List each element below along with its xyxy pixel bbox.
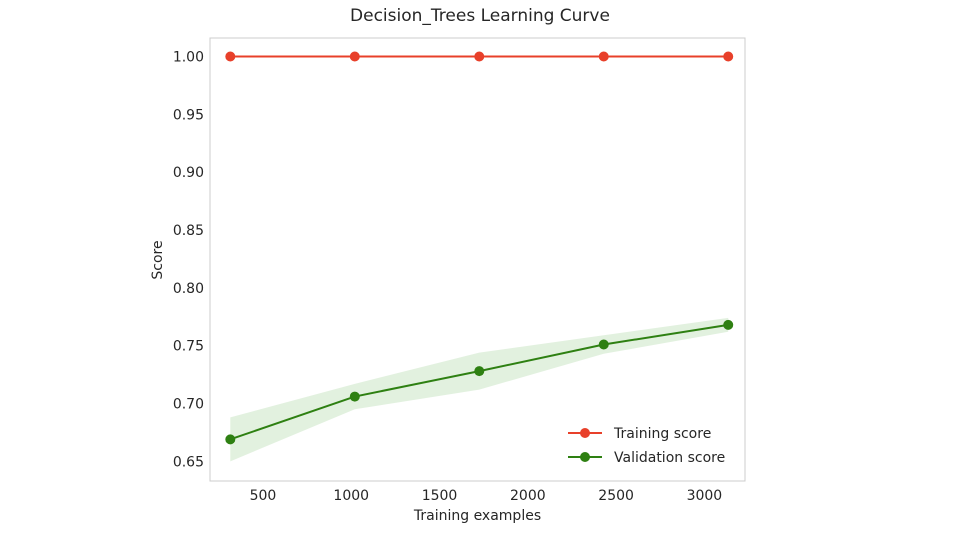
legend-marker-1: [580, 452, 590, 462]
series-point-0: [349, 51, 360, 62]
series-point-1: [723, 319, 734, 330]
y-tick-label: 0.95: [173, 107, 204, 123]
x-tick-label: 2000: [510, 488, 546, 504]
y-tick-label: 0.80: [173, 281, 204, 297]
series-point-0: [474, 51, 485, 62]
legend-marker-0: [580, 428, 590, 438]
chart-title: Decision_Trees Learning Curve: [350, 6, 610, 26]
y-axis-label: Score: [150, 240, 166, 280]
y-tick-label: 0.65: [173, 454, 204, 470]
legend-label-0: Training score: [613, 426, 711, 442]
x-tick-label: 1000: [333, 488, 369, 504]
y-tick-label: 0.70: [173, 397, 204, 413]
series-band-1: [230, 317, 729, 462]
series-point-1: [474, 366, 485, 377]
x-axis-label: Training examples: [413, 508, 542, 524]
y-tick-label: 0.85: [173, 223, 204, 239]
series-point-1: [598, 339, 609, 350]
x-tick-label: 2500: [598, 488, 634, 504]
y-tick-label: 0.90: [173, 165, 204, 181]
x-tick-label: 500: [250, 488, 277, 504]
y-tick-label: 1.00: [173, 50, 204, 66]
series-point-0: [225, 51, 236, 62]
series-point-0: [723, 51, 734, 62]
series-point-1: [349, 391, 360, 402]
legend-label-1: Validation score: [614, 450, 725, 466]
series-point-0: [598, 51, 609, 62]
x-tick-label: 1500: [422, 488, 458, 504]
y-tick-label: 0.75: [173, 339, 204, 355]
x-tick-label: 3000: [687, 488, 723, 504]
series-point-1: [225, 434, 236, 445]
